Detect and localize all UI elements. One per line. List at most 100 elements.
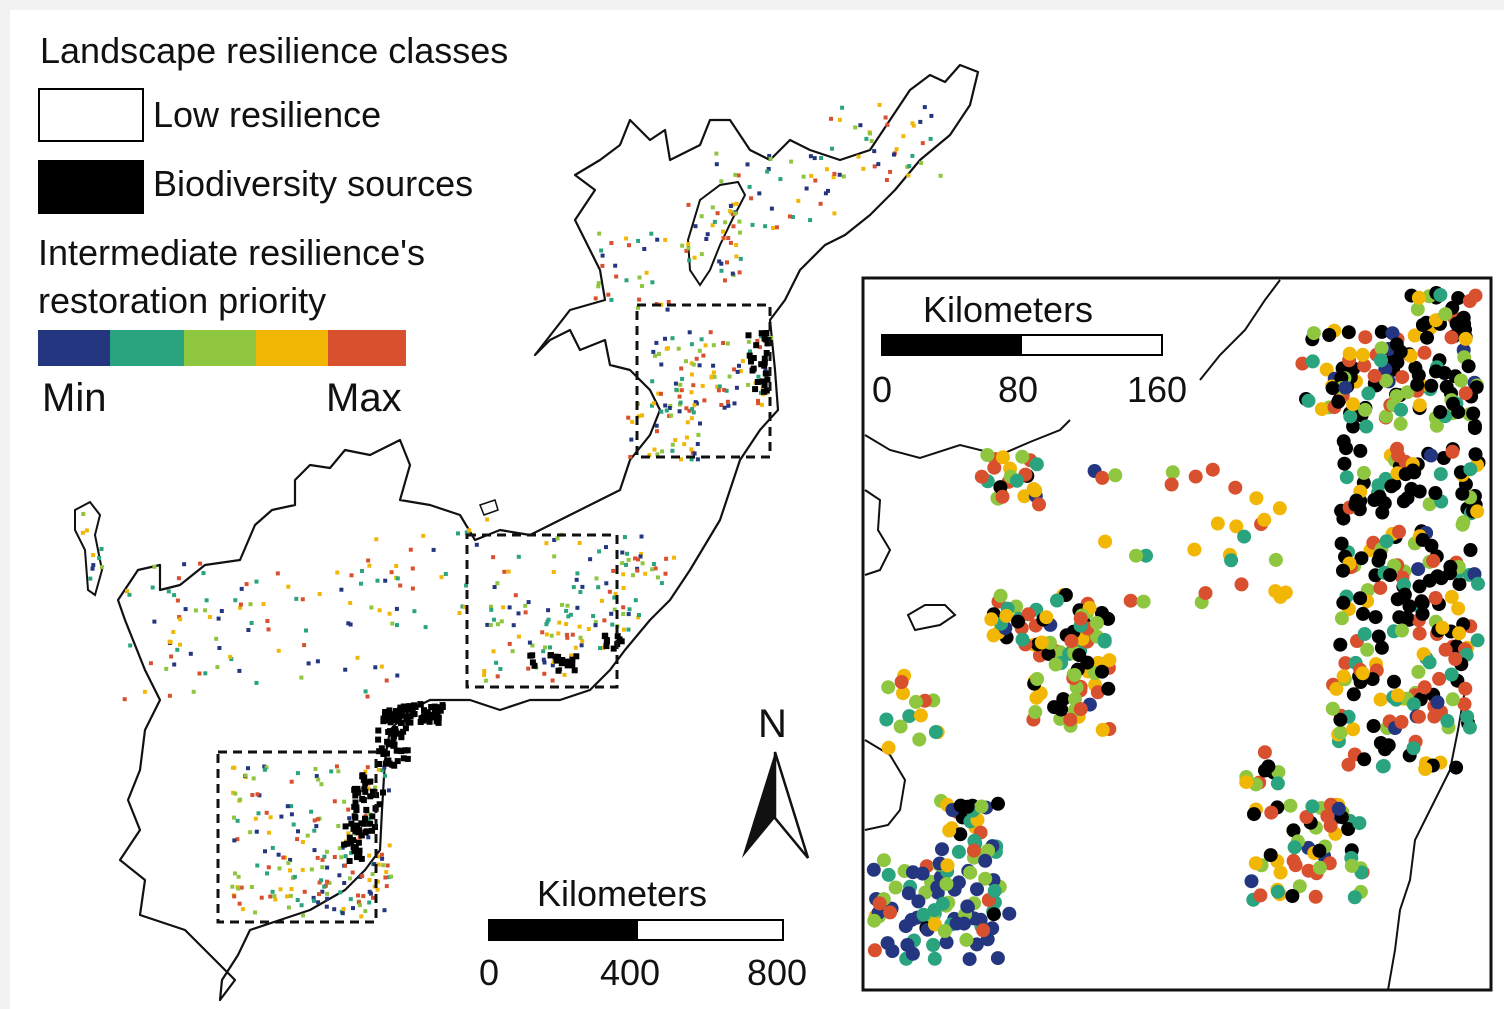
inset-hex-cell (1056, 692, 1071, 707)
main-map-source-cell (428, 704, 435, 710)
inset-hex-cell (1373, 692, 1388, 707)
inset-hex-cell (1367, 493, 1382, 507)
main-map-cell (387, 843, 392, 848)
main-map-cell (286, 860, 291, 865)
main-map-cell (315, 855, 320, 860)
main-map-cell (686, 202, 691, 207)
main-map-cell (540, 630, 545, 635)
inset-hex-cell (966, 843, 981, 858)
main-map-cell (570, 632, 575, 637)
main-map-cell (439, 575, 444, 580)
main-map-cell (325, 865, 330, 870)
main-map-cell (808, 218, 813, 223)
inset-hex-cell (1438, 642, 1453, 657)
main-map-cell (614, 274, 619, 279)
main-map-cell (526, 600, 531, 605)
inset-hex-cell (1314, 402, 1329, 417)
main-map-cell (178, 617, 183, 622)
main-map-cell (489, 607, 494, 612)
main-map-cell (246, 628, 251, 632)
main-map-cell (383, 578, 388, 583)
main-map-cell (382, 908, 387, 913)
main-map-cell (251, 776, 256, 781)
main-map-cell (361, 894, 366, 899)
main-map-cell (494, 660, 499, 665)
main-map-cell (320, 865, 325, 870)
study-box-central (465, 533, 619, 689)
main-map-cell (695, 457, 700, 462)
main-map-cell (664, 408, 669, 413)
main-map-cell (734, 243, 739, 247)
inset-hex-cell (1394, 715, 1409, 729)
main-map-cell (624, 562, 628, 567)
main-map-cell (664, 346, 669, 351)
main-map-source-cell (417, 719, 424, 725)
inset-coast-north (864, 419, 1071, 460)
main-map-source-cell (380, 718, 387, 725)
main-map-cell (663, 237, 668, 242)
main-map-source-cell (417, 701, 424, 708)
main-map-cell (826, 188, 830, 193)
main-map-source-cell (746, 352, 753, 359)
inset-hex-cell (1028, 705, 1043, 719)
main-map-cell (929, 113, 934, 118)
main-map-cell (737, 219, 742, 224)
inset-hex-cell (879, 712, 894, 727)
main-map-source-cell (412, 704, 419, 710)
main-map-cell (643, 571, 648, 576)
main-map-cell (691, 362, 696, 367)
main-map-cell (734, 201, 739, 206)
inset-hex-cell (1347, 890, 1362, 905)
main-map-cell (714, 151, 719, 156)
inset-hex-cell (1410, 302, 1425, 317)
inset-hex-cell (1427, 709, 1442, 724)
inset-hex-cell (1011, 614, 1025, 629)
inset-hex-cell (916, 907, 931, 922)
main-map-cell (711, 343, 716, 348)
main-map-cell (279, 814, 284, 819)
main-map-cell (670, 448, 675, 453)
main-map-cell (530, 643, 535, 648)
main-map-cell (275, 571, 280, 576)
main-map-cell (166, 589, 171, 594)
main-map-cell (689, 390, 694, 395)
main-map-source-cell (367, 793, 374, 800)
main-map-cell (621, 605, 626, 610)
main-map-cell (332, 907, 337, 912)
main-map-cell (373, 785, 378, 790)
inset-hex-cell (1336, 434, 1351, 449)
main-map-cell (628, 454, 633, 459)
inset-hex-cell (1273, 865, 1288, 880)
inset-hex-cell (1270, 776, 1285, 791)
inset-hex-cell (1325, 701, 1340, 716)
main-map-cell (322, 854, 327, 859)
inset-hex-cell (942, 823, 957, 838)
main-map-cell (128, 643, 133, 648)
inset-hex-cell (1333, 637, 1348, 652)
main-map-cell (300, 867, 305, 872)
main-map-cell (600, 263, 605, 268)
main-map-cell (265, 619, 270, 623)
main-map-cell (759, 334, 764, 339)
inset-hex-cell (1187, 542, 1202, 557)
main-map-cell (686, 246, 691, 251)
main-map-cell (291, 822, 296, 827)
main-map-source-cell (548, 652, 554, 659)
main-map-cell (367, 853, 372, 858)
main-map-cell (597, 549, 602, 554)
main-map-cell (485, 622, 490, 627)
main-map-cell (348, 897, 353, 902)
main-map-cell (622, 627, 626, 632)
main-map-cell (597, 231, 602, 236)
inset-hex-cell (987, 883, 1002, 898)
inset-hex-cell (1470, 633, 1485, 648)
main-map-cell (856, 154, 861, 159)
inset-hex-cell (1015, 632, 1030, 647)
main-map-cell (599, 248, 604, 253)
inset-hex-cell (1286, 853, 1301, 868)
inset-hex-cell (1415, 532, 1430, 547)
inset-hex-cell (1452, 626, 1467, 641)
main-map-cell (381, 863, 386, 868)
main-map-cell (363, 909, 368, 914)
main-map-cell (687, 258, 692, 263)
